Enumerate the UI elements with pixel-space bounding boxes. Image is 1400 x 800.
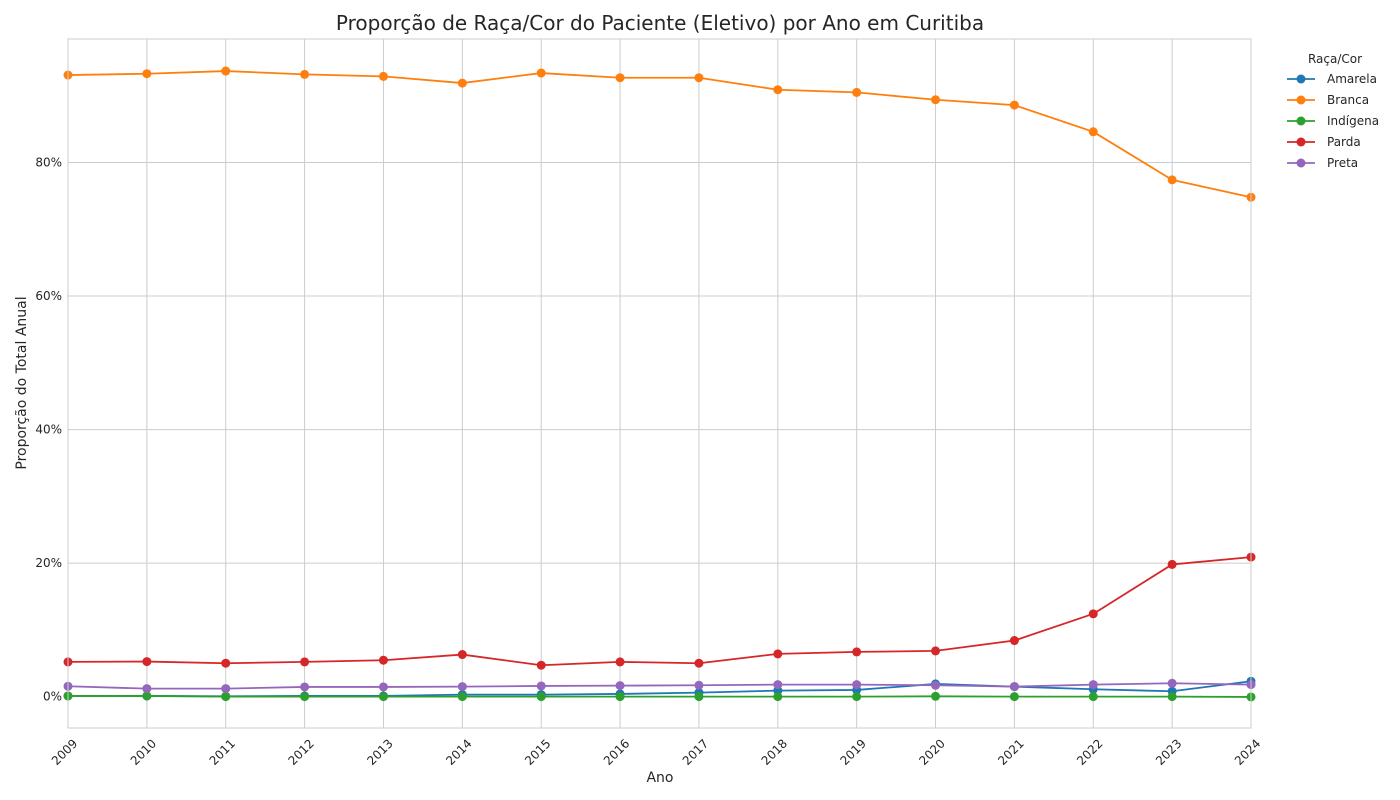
data-point-preta [536, 681, 546, 691]
legend-label: Preta [1327, 156, 1358, 170]
data-point-preta [1009, 682, 1019, 692]
legend-label: Parda [1327, 135, 1361, 149]
series-line-indigena [68, 695, 1252, 698]
data-point-parda [773, 649, 783, 659]
data-point-preta [852, 680, 862, 690]
data-point-preta [931, 680, 941, 690]
data-point-indigena [536, 692, 546, 702]
series-branca [63, 66, 1256, 202]
data-point-parda [536, 660, 546, 670]
data-point-branca [773, 85, 783, 95]
data-point-branca [615, 73, 625, 83]
y-tick-labels: 0% 20% 40% 60% 80% [35, 156, 62, 704]
legend-marker [1296, 158, 1306, 168]
data-point-preta [300, 682, 310, 692]
data-point-indigena [1088, 692, 1098, 702]
data-point-preta [221, 684, 231, 694]
data-point-branca [221, 66, 231, 76]
data-point-preta [1088, 680, 1098, 690]
legend-marker [1296, 137, 1306, 147]
data-point-parda [300, 657, 310, 667]
series-line-parda [67, 556, 1252, 667]
data-point-preta [773, 680, 783, 690]
data-point-preta [142, 684, 152, 694]
data-point-indigena [1009, 692, 1019, 702]
data-point-parda [142, 657, 152, 667]
data-point-indigena [694, 692, 704, 702]
data-point-parda [1088, 609, 1098, 619]
legend-items: Amarela Branca Indígena Parda Preta [1287, 72, 1379, 170]
data-point-indigena [615, 692, 625, 702]
data-point-parda [931, 646, 941, 656]
data-point-branca [142, 69, 152, 79]
data-point-indigena [1167, 692, 1177, 702]
legend-item-parda: Parda [1287, 135, 1361, 149]
data-point-branca [931, 95, 941, 105]
y-axis-label: Proporção do Total Anual [14, 296, 30, 469]
legend-label: Amarela [1327, 72, 1377, 86]
data-point-parda [378, 655, 388, 665]
data-point-branca [536, 68, 546, 78]
x-axis-label: Ano [646, 770, 673, 786]
data-point-indigena [378, 692, 388, 702]
grid-lines [67, 39, 1252, 728]
legend-title: Raça/Cor [1308, 52, 1362, 66]
data-point-preta [378, 682, 388, 692]
data-point-parda [852, 647, 862, 657]
plot-area [63, 38, 1256, 729]
data-point-branca [1009, 100, 1019, 110]
legend-item-preta: Preta [1287, 156, 1358, 170]
data-point-indigena [142, 691, 152, 701]
data-point-branca [1088, 127, 1098, 137]
data-point-parda [615, 657, 625, 667]
data-point-indigena [221, 692, 231, 702]
legend-marker [1296, 74, 1306, 84]
plot-frame [67, 38, 1252, 729]
series-preta [63, 678, 1256, 694]
legend-marker [1296, 116, 1306, 126]
data-point-indigena [773, 692, 783, 702]
series-line-preta [67, 682, 1252, 690]
data-point-parda [221, 658, 231, 668]
series-parda [63, 552, 1256, 670]
legend-marker [1296, 95, 1306, 105]
legend-item-amarela: Amarela [1287, 72, 1377, 86]
data-point-parda [1009, 636, 1019, 646]
data-point-branca [457, 78, 467, 88]
data-point-preta [694, 680, 704, 690]
data-point-parda [1167, 559, 1177, 569]
y-tick-label: 20% [35, 556, 62, 570]
y-tick-label: 0% [43, 690, 62, 704]
data-point-branca [694, 73, 704, 83]
data-point-branca [300, 69, 310, 79]
legend: Raça/Cor Amarela Branca Indígena Parda Preta [1287, 52, 1379, 170]
data-point-indigena [300, 692, 310, 702]
data-point-parda [457, 650, 467, 660]
data-point-indigena [852, 692, 862, 702]
plot-background [68, 39, 1251, 728]
data-point-branca [1167, 175, 1177, 185]
legend-item-branca: Branca [1287, 93, 1369, 107]
y-tick-label: 60% [35, 289, 62, 303]
data-point-preta [457, 682, 467, 692]
y-tick-label: 40% [35, 423, 62, 437]
series-line-branca [67, 70, 1252, 199]
data-point-preta [1167, 678, 1177, 688]
data-point-branca [378, 71, 388, 81]
data-point-indigena [457, 692, 467, 702]
series-indigena [63, 691, 1256, 702]
data-point-parda [694, 658, 704, 668]
series-layer [63, 66, 1256, 702]
legend-label: Indígena [1327, 114, 1379, 128]
data-point-branca [852, 87, 862, 97]
y-tick-label: 80% [35, 156, 62, 170]
data-point-preta [615, 681, 625, 691]
data-point-indigena [931, 691, 941, 701]
chart-title: Proporção de Raça/Cor do Paciente (Eleti… [336, 11, 984, 35]
legend-label: Branca [1327, 93, 1369, 107]
legend-item-indigena: Indígena [1287, 114, 1379, 128]
